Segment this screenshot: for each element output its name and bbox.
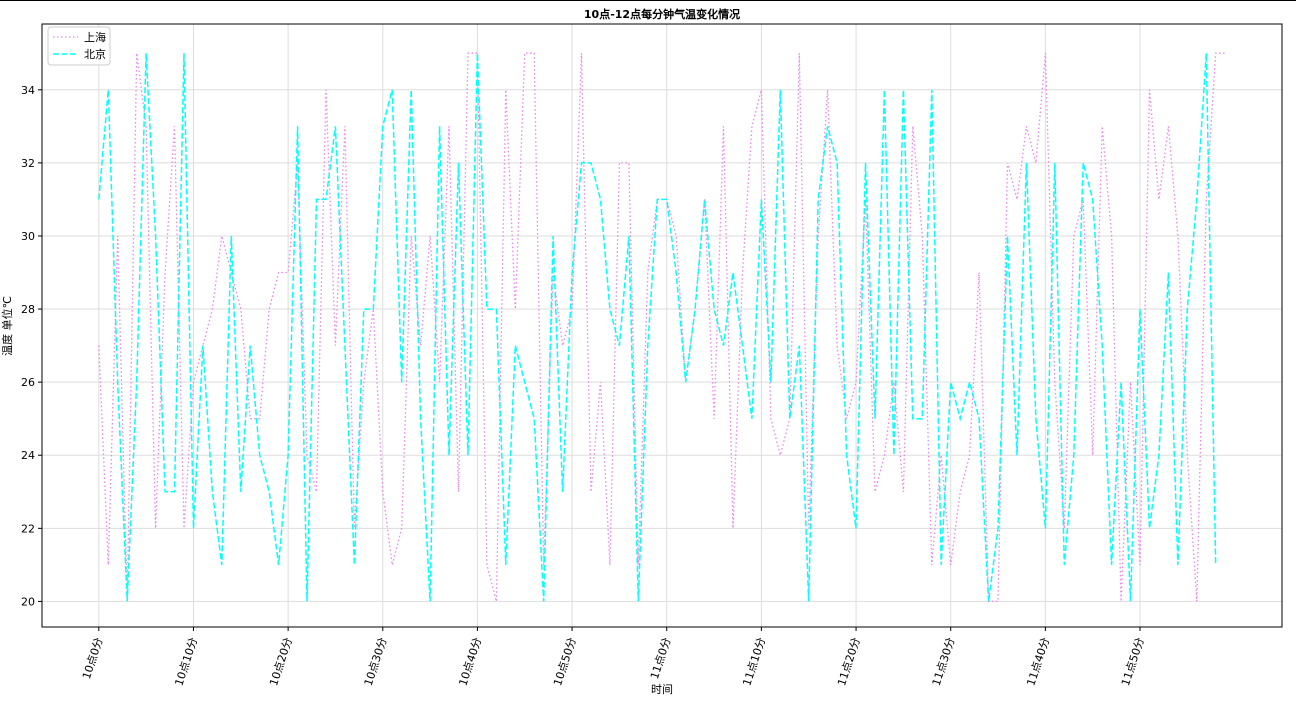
y-tick-label: 22: [21, 522, 35, 535]
y-axis-label: 温度 单位℃: [0, 296, 14, 356]
x-axis-ticks: 10点0分 10点10分 10点20分 10点30分 10点40分 10点50分 11点0分…: [80, 627, 1147, 687]
top-border-line: [0, 0, 1296, 1]
y-tick-label: 28: [21, 303, 35, 316]
x-tick-label: 11点10分: [740, 636, 768, 688]
x-tick-label: 10点50分: [551, 636, 579, 688]
x-tick-label: 10点40分: [456, 636, 484, 688]
legend-label-shanghai: 上海: [84, 30, 106, 44]
y-tick-label: 34: [21, 84, 35, 97]
x-axis-label: 时间: [651, 683, 673, 696]
x-tick-label: 11点40分: [1024, 636, 1052, 688]
legend: 上海 北京: [47, 26, 111, 66]
x-tick-label: 11点30分: [930, 636, 958, 688]
x-tick-label: 11点50分: [1119, 636, 1147, 688]
legend-box: [47, 26, 111, 66]
y-tick-label: 30: [21, 230, 35, 243]
y-tick-label: 26: [21, 376, 35, 389]
series-line-0: [98, 52, 1226, 603]
series-line-1: [98, 53, 1217, 602]
plot-frame: [41, 23, 1283, 628]
legend-label-beijing: 北京: [84, 47, 106, 61]
y-tick-label: 32: [21, 157, 35, 170]
y-tick-label: 20: [21, 595, 35, 608]
x-tick-label: 10点0分: [80, 636, 106, 681]
y-axis-ticks: 20 22 24 26 28 30 32 34: [21, 84, 42, 608]
x-tick-label: 11点20分: [835, 636, 863, 688]
x-tick-label: 10点10分: [172, 636, 200, 688]
series-layer: [98, 52, 1226, 603]
x-tick-label: 10点30分: [362, 636, 390, 688]
x-tick-label: 11点0分: [648, 636, 674, 681]
x-tick-label: 10点20分: [267, 636, 295, 688]
chart-title: 10点-12点每分钟气温变化情况: [584, 7, 740, 21]
y-tick-label: 24: [21, 449, 35, 462]
